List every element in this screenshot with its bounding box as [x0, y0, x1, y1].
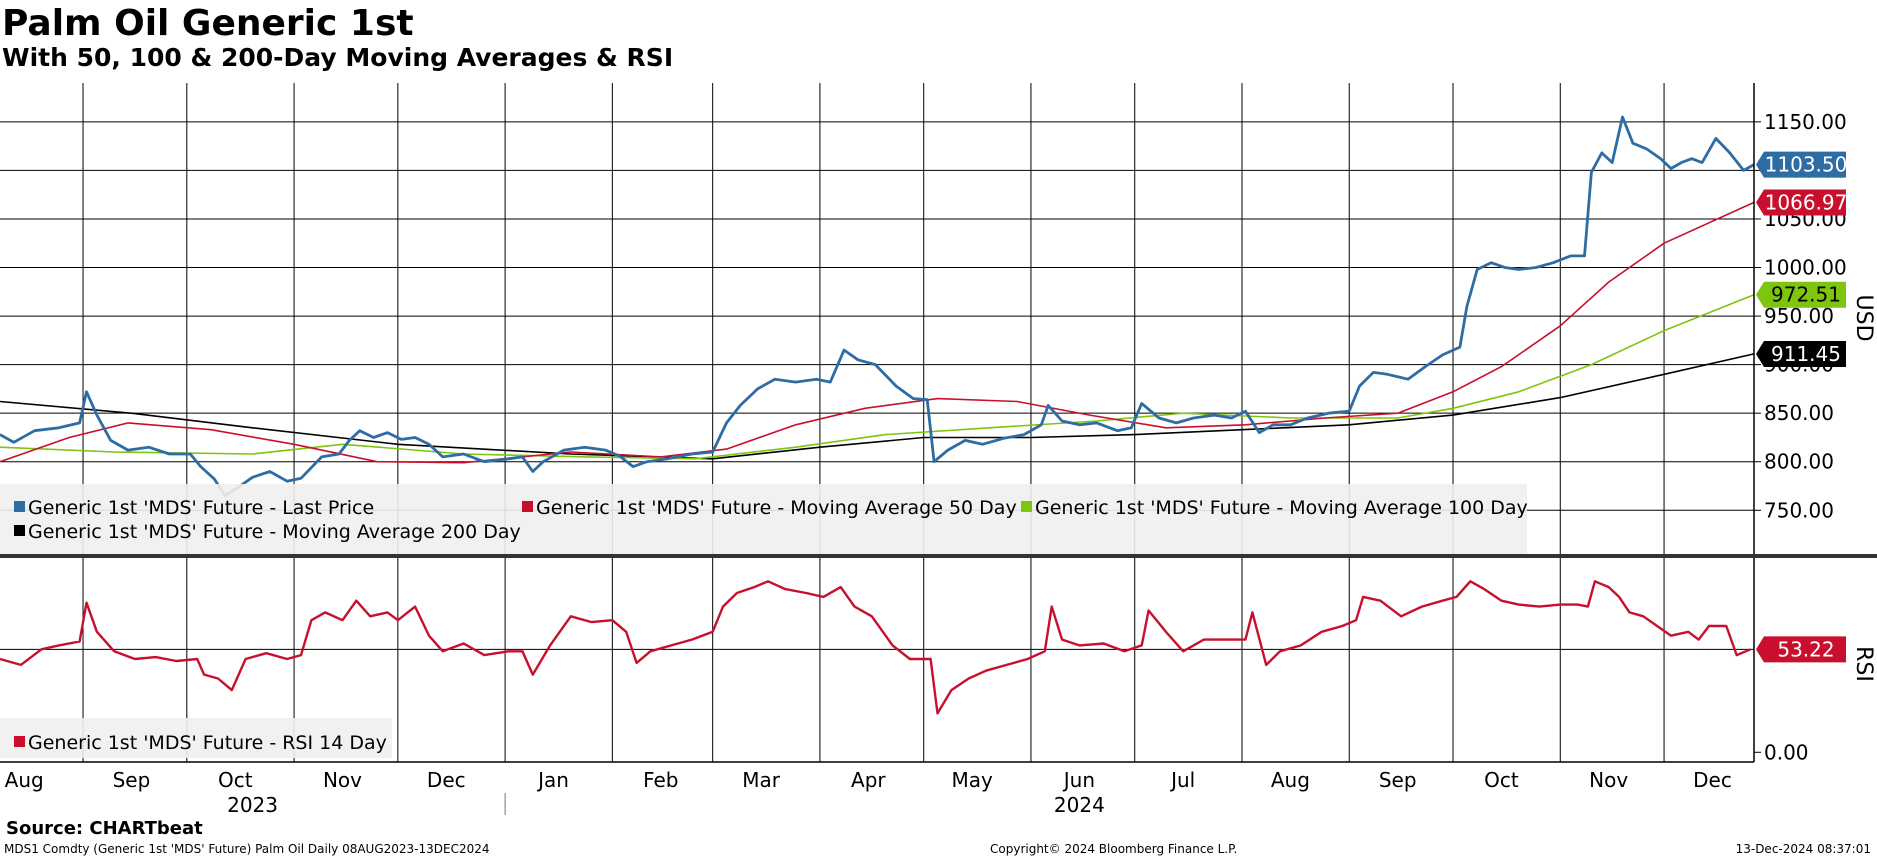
source-label: Source: CHARTbeat	[6, 818, 203, 839]
price-ylabel: USD	[1851, 294, 1876, 341]
ma100-line	[0, 293, 1755, 460]
x-tick-label: Jul	[1169, 768, 1195, 792]
ma100-tag-bg	[1756, 281, 1846, 308]
x-tick-label: Sep	[113, 768, 151, 792]
x-tick-label: Feb	[643, 768, 678, 792]
rsi-legend-box	[0, 718, 392, 758]
rsi-ylabel: RSI	[1851, 646, 1876, 682]
ma200-tag-bg	[1756, 340, 1846, 367]
rsi-tag-bg	[1756, 636, 1846, 663]
legend-rsi-swatch	[14, 736, 25, 747]
price-tick-label: 750.00	[1764, 498, 1834, 522]
x-year-label: 2023	[227, 793, 278, 817]
chart-title: Palm Oil Generic 1st	[2, 3, 414, 44]
ma50-tag: 1066.97	[1765, 190, 1848, 214]
legend-ma50-swatch	[522, 501, 533, 512]
ma50-tag-bg	[1756, 189, 1846, 216]
price-tick-label: 800.00	[1764, 450, 1834, 474]
x-tick-label: Oct	[218, 768, 253, 792]
x-tick-label: Jan	[536, 768, 569, 792]
legend-ma100: Generic 1st 'MDS' Future - Moving Averag…	[1035, 497, 1528, 519]
legend-ma50: Generic 1st 'MDS' Future - Moving Averag…	[536, 497, 1017, 519]
series-layer	[0, 115, 1755, 715]
legend-last-price-swatch	[14, 501, 25, 512]
ma100-tag: 972.51	[1771, 283, 1841, 307]
grid-layer	[0, 83, 1754, 762]
last-price-tag: 1103.50	[1765, 153, 1848, 177]
price-tick-label: 850.00	[1764, 401, 1834, 425]
axis-layer: 750.00800.00850.00900.00950.001000.00105…	[0, 83, 1877, 817]
x-year-label: 2024	[1054, 793, 1105, 817]
ma50-line	[0, 201, 1755, 464]
legend-ma200: Generic 1st 'MDS' Future - Moving Averag…	[28, 521, 521, 543]
x-tick-label: May	[951, 768, 993, 792]
x-tick-label: Mar	[742, 768, 781, 792]
x-tick-label: Sep	[1379, 768, 1417, 792]
price-tick-label: 1150.00	[1764, 110, 1847, 134]
chart-subtitle: With 50, 100 & 200-Day Moving Averages &…	[2, 43, 674, 72]
x-tick-label: Aug	[5, 768, 44, 792]
legend-ma100-swatch	[1021, 501, 1032, 512]
legend-last-price: Generic 1st 'MDS' Future - Last Price	[28, 497, 374, 519]
price-tick-label: 950.00	[1764, 304, 1834, 328]
price-tick-label: 1000.00	[1764, 256, 1847, 280]
x-tick-label: Apr	[851, 768, 886, 792]
legend-ma200-swatch	[14, 525, 25, 536]
x-tick-label: Oct	[1484, 768, 1519, 792]
legend-rsi: Generic 1st 'MDS' Future - RSI 14 Day	[28, 732, 387, 754]
rsi-tag: 53.22	[1777, 637, 1834, 661]
rsi-line	[0, 580, 1751, 715]
footer-description: MDS1 Comdty (Generic 1st 'MDS' Future) P…	[4, 842, 490, 856]
x-tick-label: Aug	[1271, 768, 1310, 792]
last-price-line	[0, 115, 1755, 498]
x-tick-label: Jun	[1062, 768, 1095, 792]
price-legend-box	[0, 484, 1527, 556]
legend-layer: Generic 1st 'MDS' Future - Last Price Gen…	[0, 484, 1528, 758]
last-price-tag-bg	[1756, 151, 1846, 178]
ma200-tag: 911.45	[1771, 342, 1841, 366]
footer-copyright: Copyright© 2024 Bloomberg Finance L.P.	[990, 842, 1238, 856]
x-tick-label: Nov	[323, 768, 362, 792]
x-tick-label: Dec	[1693, 768, 1732, 792]
x-tick-label: Nov	[1589, 768, 1628, 792]
ma200-line	[0, 353, 1755, 460]
footer-timestamp: 13-Dec-2024 08:37:01	[1735, 842, 1871, 856]
rsi-tick-label: 0.00	[1764, 740, 1809, 764]
x-tick-label: Dec	[427, 768, 466, 792]
